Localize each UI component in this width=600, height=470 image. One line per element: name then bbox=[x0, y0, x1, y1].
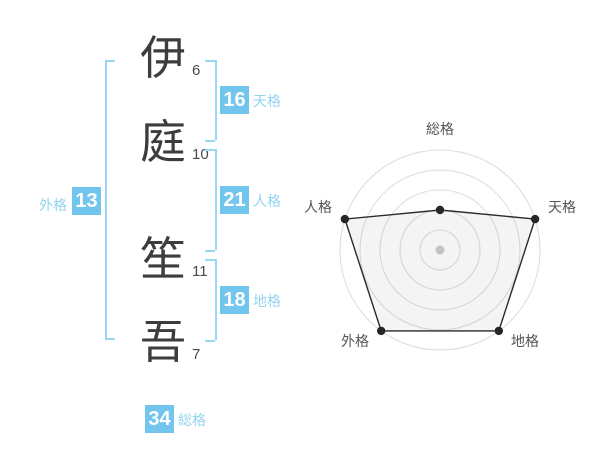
svg-text:天格: 天格 bbox=[548, 199, 576, 215]
svg-text:地格: 地格 bbox=[511, 333, 539, 349]
svg-text:外格: 外格 bbox=[341, 333, 369, 349]
svg-text:人格: 人格 bbox=[304, 199, 332, 215]
svg-text:総格: 総格 bbox=[426, 121, 454, 137]
